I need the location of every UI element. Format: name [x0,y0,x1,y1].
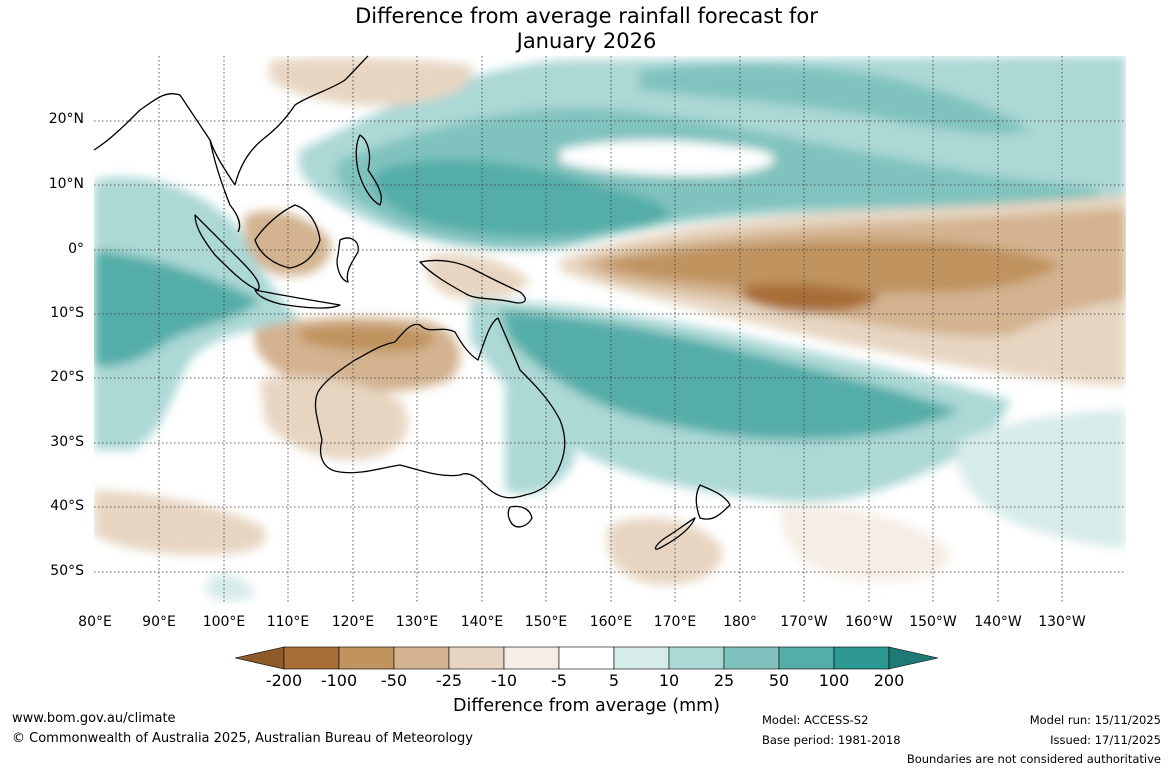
lon-label-160e: 160°E [589,614,633,630]
lon-label-110e: 110°E [266,614,310,630]
map-title: Difference from average rainfall forecas… [0,4,1173,54]
lon-label-130e: 130°E [395,614,439,630]
lat-label-30s: 30°S [50,434,84,450]
wet-anomaly-east-australia [505,390,575,494]
lon-label-170w: 170°W [780,614,828,630]
colorbar-title: Difference from average (mm) [452,696,721,716]
dry-anomaly-borneo [244,211,331,276]
lon-label-100e: 100°E [202,614,246,630]
lon-label-120e: 120°E [331,614,375,630]
colorbar-swatch [448,646,505,670]
australia-coastline [314,317,566,499]
lat-label-20s: 20°S [50,369,84,385]
base-period-text: Base period: 1981-2018 [762,733,901,747]
wet-anomaly-warm-pool [374,159,670,237]
new-zealand-coastline [654,484,731,550]
lon-label-80e: 80°E [78,614,112,630]
lat-label-10s: 10°S [50,305,84,321]
lon-label-160w: 160°W [845,614,893,630]
dry-anomaly-northwest-pacific [270,57,472,106]
colorbar-label: 5 [608,671,620,690]
lat-label-10n: 10°N [48,176,84,192]
wet-anomaly-south-pacific [956,410,1126,548]
colorbar-label: 50 [768,671,790,690]
lon-label-180: 180° [723,614,757,630]
rainfall-anomaly-field [94,56,1126,602]
dry-gap-north-pacific [560,140,775,176]
lon-label-90e: 90°E [142,614,176,630]
model-run-text: Model run: 15/11/2025 [1029,713,1161,727]
title-line-1: Difference from average rainfall forecas… [355,4,818,28]
java-coastline [254,289,341,309]
dry-anomaly-southern-ocean-west [94,490,267,555]
lon-label-150e: 150°E [524,614,568,630]
coastlines [93,55,731,550]
model-text: Model: ACCESS-S2 [762,713,869,727]
colorbar-label: 10 [658,671,680,690]
dry-anomaly-tasman [607,517,722,585]
colorbar-swatch [723,646,780,670]
disclaimer-text: Boundaries are not considered authoritat… [906,752,1161,766]
colorbar-label: -5 [551,671,567,690]
colorbar-swatch [338,646,395,670]
philippines-coastline [355,134,382,206]
lon-label-130w: 130°W [1038,614,1086,630]
colorbar-label: 200 [873,671,905,690]
colorbar-swatch [833,646,890,670]
colorbar-swatch [613,646,670,670]
colorbar-swatch [283,646,340,670]
dry-anomaly-south-pacific [780,504,951,582]
colorbar-label: -10 [490,671,518,690]
colorbar-swatch [668,646,725,670]
tasmania-coastline [507,505,533,528]
dry-anomaly-new-guinea [426,253,530,299]
wet-anomaly-indian-ocean-core [94,250,260,367]
colorbar-label: -50 [380,671,408,690]
lat-label-40s: 40°S [50,498,84,514]
lat-label-50s: 50°S [50,563,84,579]
lon-label-170e: 170°E [653,614,697,630]
colorbar [234,646,939,670]
sulawesi-coastline [336,237,359,283]
new-guinea-coastline [419,259,526,304]
dry-anomaly-equatorial-pacific-peak [740,284,880,314]
website-link[interactable]: www.bom.gov.au/climate [12,711,176,726]
colorbar-swatch [503,646,560,670]
malay-peninsula-coastline [209,139,241,233]
lat-label-20n: 20°N [48,111,84,127]
lon-label-140e: 140°E [460,614,504,630]
colorbar-label: 25 [713,671,735,690]
issued-text: Issued: 17/11/2025 [1050,733,1161,747]
wet-anomaly-indian-south [205,573,255,602]
colorbar-extend-high [888,646,939,670]
wet-anomaly-spcz-core [500,310,960,440]
colorbar-extend-low [234,646,285,670]
dry-anomaly-west-australia [260,376,408,461]
colorbar-swatch [558,646,615,670]
colorbar-label: -100 [320,671,358,690]
colorbar-label: -200 [265,671,303,690]
lon-label-140w: 140°W [974,614,1022,630]
lat-label-equator: 0° [68,241,84,257]
gridlines [94,56,1126,604]
colorbar-label: -25 [435,671,463,690]
copyright-text: © Commonwealth of Australia 2025, Austra… [12,731,473,746]
wet-anomaly-upper-pacific [640,64,1030,135]
colorbar-label: 100 [818,671,850,690]
dry-anomaly-north-australia-core [300,325,433,352]
dry-anomaly-equatorial-pacific-core [600,240,1060,293]
colorbar-swatch [778,646,835,670]
borneo-coastline [254,204,321,269]
title-line-2: January 2026 [516,29,657,53]
colorbar-swatch [393,646,450,670]
lon-label-150w: 150°W [909,614,957,630]
